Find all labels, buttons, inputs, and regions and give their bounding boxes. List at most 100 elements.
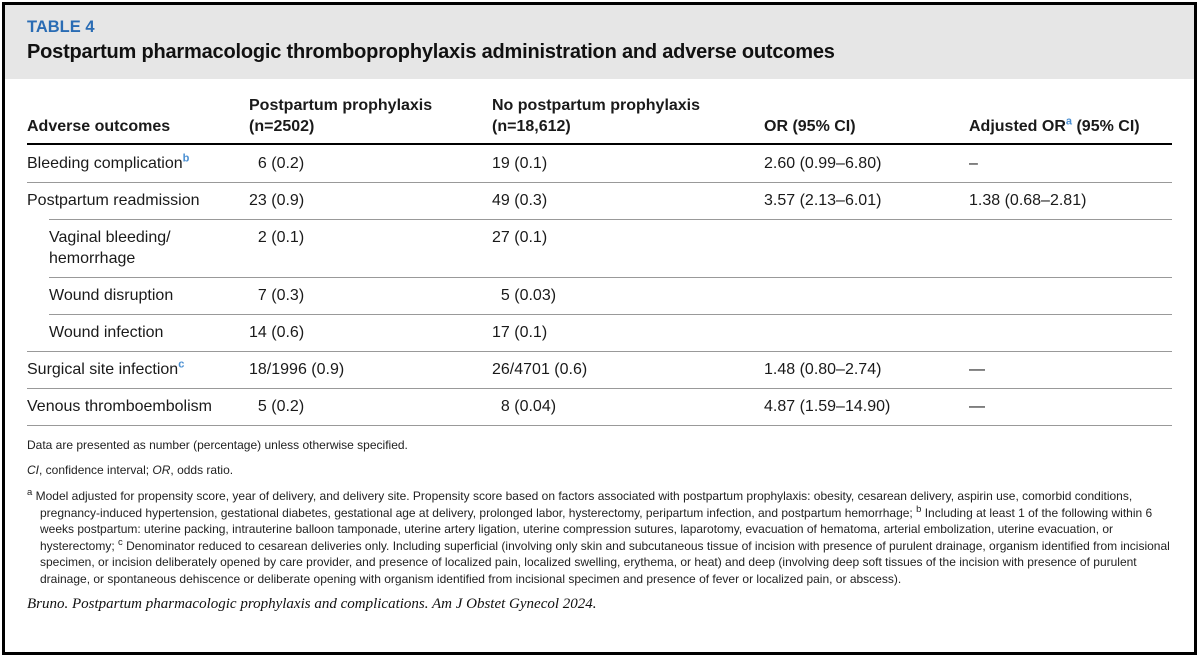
adjusted-or-value: — (969, 361, 985, 378)
count: 27 (492, 229, 510, 246)
percentage: (0.1) (509, 155, 548, 172)
percentage: (0.2) (266, 155, 305, 172)
percentage: (0.9) (266, 192, 305, 209)
row-label-text: Surgical site infection (27, 361, 179, 378)
count: 2 (257, 229, 267, 246)
percentage: (0.1) (509, 229, 548, 246)
footnote-c-text: Denominator reduced to cesarean deliveri… (40, 538, 1170, 586)
value-no-prophylaxis: 19 (0.1) (492, 153, 764, 174)
col-header-adjusted-or: Adjusted ORa (95% CI) (969, 116, 1172, 137)
abbr-or: OR (152, 463, 171, 477)
col-header-no-postpartum-prophylaxis: No postpartum prophylaxis (n=18,612) (492, 97, 701, 135)
row-label: Wound infection (27, 322, 249, 343)
footnote-abbreviations: CI, confidence interval; OR, odds ratio. (27, 462, 1172, 479)
percentage: /1996 (0.9) (266, 361, 345, 378)
row-label-text: Wound infection (49, 324, 164, 341)
table-row: Venous thromboembolism 5 (0.2) 8 (0.04) … (27, 388, 1172, 425)
row-label: Venous thromboembolism (27, 396, 249, 417)
row-label-text: Vaginal bleeding/ hemorrhage (49, 229, 171, 267)
value-no-prophylaxis: 17 (0.1) (492, 322, 764, 343)
footnote-a-marker: a (27, 487, 33, 498)
row-label-text: Postpartum readmission (27, 192, 200, 209)
percentage: (0.04) (509, 398, 557, 415)
count: 26 (492, 361, 510, 378)
count: 17 (492, 324, 510, 341)
or-value (764, 322, 969, 343)
col-header-or: OR (95% CI) (764, 118, 856, 135)
count: 5 (257, 398, 267, 415)
percentage: (0.2) (266, 398, 305, 415)
count: 19 (492, 155, 510, 172)
value-no-prophylaxis: 49 (0.3) (492, 190, 764, 211)
count: 14 (249, 324, 267, 341)
or-value: 3.57 (2.13–6.01) (764, 192, 882, 209)
count: 49 (492, 192, 510, 209)
value-prophylaxis: 23 (0.9) (249, 190, 492, 211)
col-header-adverse-outcomes: Adverse outcomes (27, 118, 171, 135)
citation-line: Bruno. Postpartum pharmacologic prophyla… (27, 596, 597, 612)
table-title: Postpartum pharmacologic thromboprophyla… (27, 41, 835, 63)
abbr-or-text: , odds ratio. (170, 463, 234, 477)
percentage: (0.1) (509, 324, 548, 341)
adjusted-or-ci-text: (95% CI) (1072, 118, 1140, 135)
value-prophylaxis: 7 (0.3) (249, 285, 492, 306)
row-label: Bleeding complicationb (27, 153, 249, 174)
value-prophylaxis: 5 (0.2) (249, 396, 492, 417)
table-subrow: Wound disruption 7 (0.3) 5 (0.03) (27, 277, 1172, 314)
footnote-marker-b: b (182, 152, 190, 165)
table-header-row: Adverse outcomes Postpartum prophylaxis … (27, 79, 1172, 145)
percentage: (0.1) (266, 229, 305, 246)
value-no-prophylaxis: 8 (0.04) (492, 396, 764, 417)
value-prophylaxis: 2 (0.1) (249, 227, 492, 269)
col-header-postpartum-prophylaxis: Postpartum prophylaxis (n=2502) (249, 97, 433, 135)
footnote-a-text: Model adjusted for propensity score, yea… (32, 489, 1133, 520)
percentage: (0.3) (509, 192, 548, 209)
value-prophylaxis: 6 (0.2) (249, 153, 492, 174)
percentage: /4701 (0.6) (509, 361, 588, 378)
title-band: TABLE 4 Postpartum pharmacologic thrombo… (5, 5, 1194, 79)
table-content: Adverse outcomes Postpartum prophylaxis … (5, 79, 1194, 613)
value-no-prophylaxis: 26/4701 (0.6) (492, 359, 764, 380)
value-prophylaxis: 18/1996 (0.9) (249, 359, 492, 380)
or-value (764, 285, 969, 306)
row-label-text: Wound disruption (49, 287, 174, 304)
footnote-marker-c: c (178, 358, 185, 371)
row-label-text: Bleeding complication (27, 155, 183, 172)
percentage: (0.03) (509, 287, 557, 304)
or-value: 4.87 (1.59–14.90) (764, 398, 891, 415)
adjusted-or-text: Adjusted OR (969, 118, 1066, 135)
table-body: Bleeding complicationb 6 (0.2) 19 (0.1) … (27, 145, 1172, 426)
row-label: Vaginal bleeding/ hemorrhage (27, 227, 249, 269)
table-row: Postpartum readmission 23 (0.9) 49 (0.3)… (27, 182, 1172, 219)
table-number-label: TABLE 4 (27, 18, 95, 36)
adjusted-or-value: – (969, 155, 978, 172)
adjusted-or-value: 1.38 (0.68–2.81) (969, 192, 1087, 209)
value-no-prophylaxis: 27 (0.1) (492, 227, 764, 269)
count: 7 (257, 287, 267, 304)
count: 8 (500, 398, 510, 415)
adjusted-or-value (969, 227, 1172, 269)
abbr-ci-text: , confidence interval; (39, 463, 153, 477)
table-row: Surgical site infectionc 18/1996 (0.9) 2… (27, 351, 1172, 388)
count: 5 (500, 287, 510, 304)
row-label-text: Venous thromboembolism (27, 398, 212, 415)
footnote-marker-a: a (1065, 115, 1073, 128)
abbr-ci: CI (27, 463, 39, 477)
adjusted-or-value: — (969, 398, 985, 415)
or-value: 1.48 (0.80–2.74) (764, 361, 882, 378)
footnote-c-marker: c (118, 536, 123, 548)
adjusted-or-value (969, 322, 1172, 343)
footnote-paragraph: a Model adjusted for propensity score, y… (27, 488, 1172, 587)
count: 23 (249, 192, 267, 209)
row-label: Wound disruption (27, 285, 249, 306)
value-no-prophylaxis: 5 (0.03) (492, 285, 764, 306)
or-value: 2.60 (0.99–6.80) (764, 155, 882, 172)
table-subrow: Vaginal bleeding/ hemorrhage 2 (0.1) 27 … (27, 219, 1172, 277)
table-row: Bleeding complicationb 6 (0.2) 19 (0.1) … (27, 145, 1172, 182)
footnote-data-note: Data are presented as number (percentage… (27, 438, 408, 452)
footnote-b-marker: b (916, 503, 922, 515)
adjusted-or-value (969, 285, 1172, 306)
footnote-b-text: Including at least 1 of the following wi… (40, 505, 1153, 553)
count: 18 (249, 361, 267, 378)
count: 6 (257, 155, 267, 172)
